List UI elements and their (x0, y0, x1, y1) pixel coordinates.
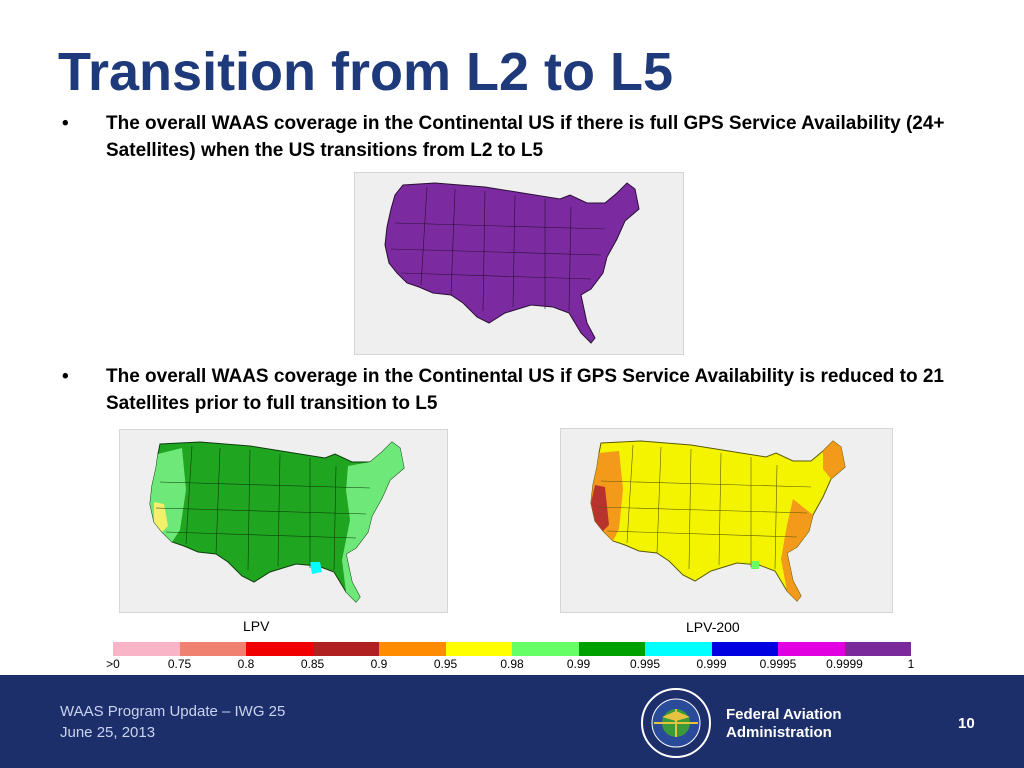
map-full-coverage (354, 172, 684, 355)
bullet-marker: • (62, 366, 69, 387)
legend-swatch (645, 642, 712, 656)
legend-tick-labels: >0 0.75 0.8 0.85 0.9 0.95 0.98 0.99 0.995 0.999 0.… (100, 657, 930, 673)
east-band (342, 442, 404, 602)
us-map-lpv-200 (590, 440, 846, 602)
map-label-lpv-200: LPV-200 (686, 619, 740, 635)
legend-tick: 0.95 (433, 657, 458, 671)
bullet-marker: • (62, 113, 69, 134)
legend-tick: 0.8 (237, 657, 255, 671)
legend-swatch (113, 642, 180, 656)
map-label-lpv: LPV (243, 618, 270, 634)
legend-tick: 0.98 (500, 657, 524, 671)
agency-line-2: Administration (726, 724, 832, 741)
footer: WAAS Program Update – IWG 25 June 25, 20… (0, 675, 1024, 768)
page-number: 10 (958, 715, 975, 732)
faa-seal-logo (641, 688, 711, 758)
legend-tick: 0.9 (370, 657, 388, 671)
california-coast (154, 502, 168, 532)
legend-tick: 0.9999 (826, 657, 863, 671)
legend-tick: 0.995 (629, 657, 661, 671)
gulf-spot (751, 561, 759, 569)
legend-swatch (512, 642, 579, 656)
map-lpv-200 (560, 428, 893, 613)
legend-swatch (778, 642, 845, 656)
bullet-text: The overall WAAS coverage in the Contine… (106, 113, 945, 161)
legend-swatch (379, 642, 446, 656)
agency-line-1: Federal Aviation (726, 706, 842, 723)
state-borders (390, 186, 606, 312)
us-map-lpv (149, 441, 405, 603)
legend-swatch (179, 642, 246, 656)
map-lpv (119, 429, 448, 613)
legend-swatch (246, 642, 313, 656)
legend-tick: 0.75 (167, 657, 192, 671)
legend-tick: 0.99 (566, 657, 591, 671)
legend-tick: >0 (106, 657, 120, 671)
state-borders (155, 445, 371, 571)
legend-tick: 0.999 (696, 657, 727, 671)
legend-tick: 0.9995 (759, 657, 797, 671)
footer-agency: Federal Aviation Administration (726, 706, 842, 742)
footer-date: June 25, 2013 (60, 724, 156, 741)
legend-swatch (445, 642, 512, 656)
legend-tick: 0.85 (300, 657, 325, 671)
legend-color-bar (113, 642, 911, 656)
legend-tick: 1 (907, 657, 915, 671)
gulf-spot (310, 562, 322, 574)
legend-swatch (711, 642, 778, 656)
state-borders (596, 444, 812, 570)
northeast-band (823, 441, 845, 479)
us-map-purple (384, 182, 640, 344)
legend-swatch (578, 642, 645, 656)
conus-shape (384, 182, 640, 344)
legend-swatch (312, 642, 379, 656)
east-band (781, 499, 813, 601)
footer-program: WAAS Program Update – IWG 25 (60, 703, 286, 720)
california-coast (591, 485, 609, 531)
bullet-text: The overall WAAS coverage in the Contine… (106, 366, 945, 414)
slide-title: Transition from L2 to L5 (58, 42, 674, 102)
legend-swatch (844, 642, 911, 656)
